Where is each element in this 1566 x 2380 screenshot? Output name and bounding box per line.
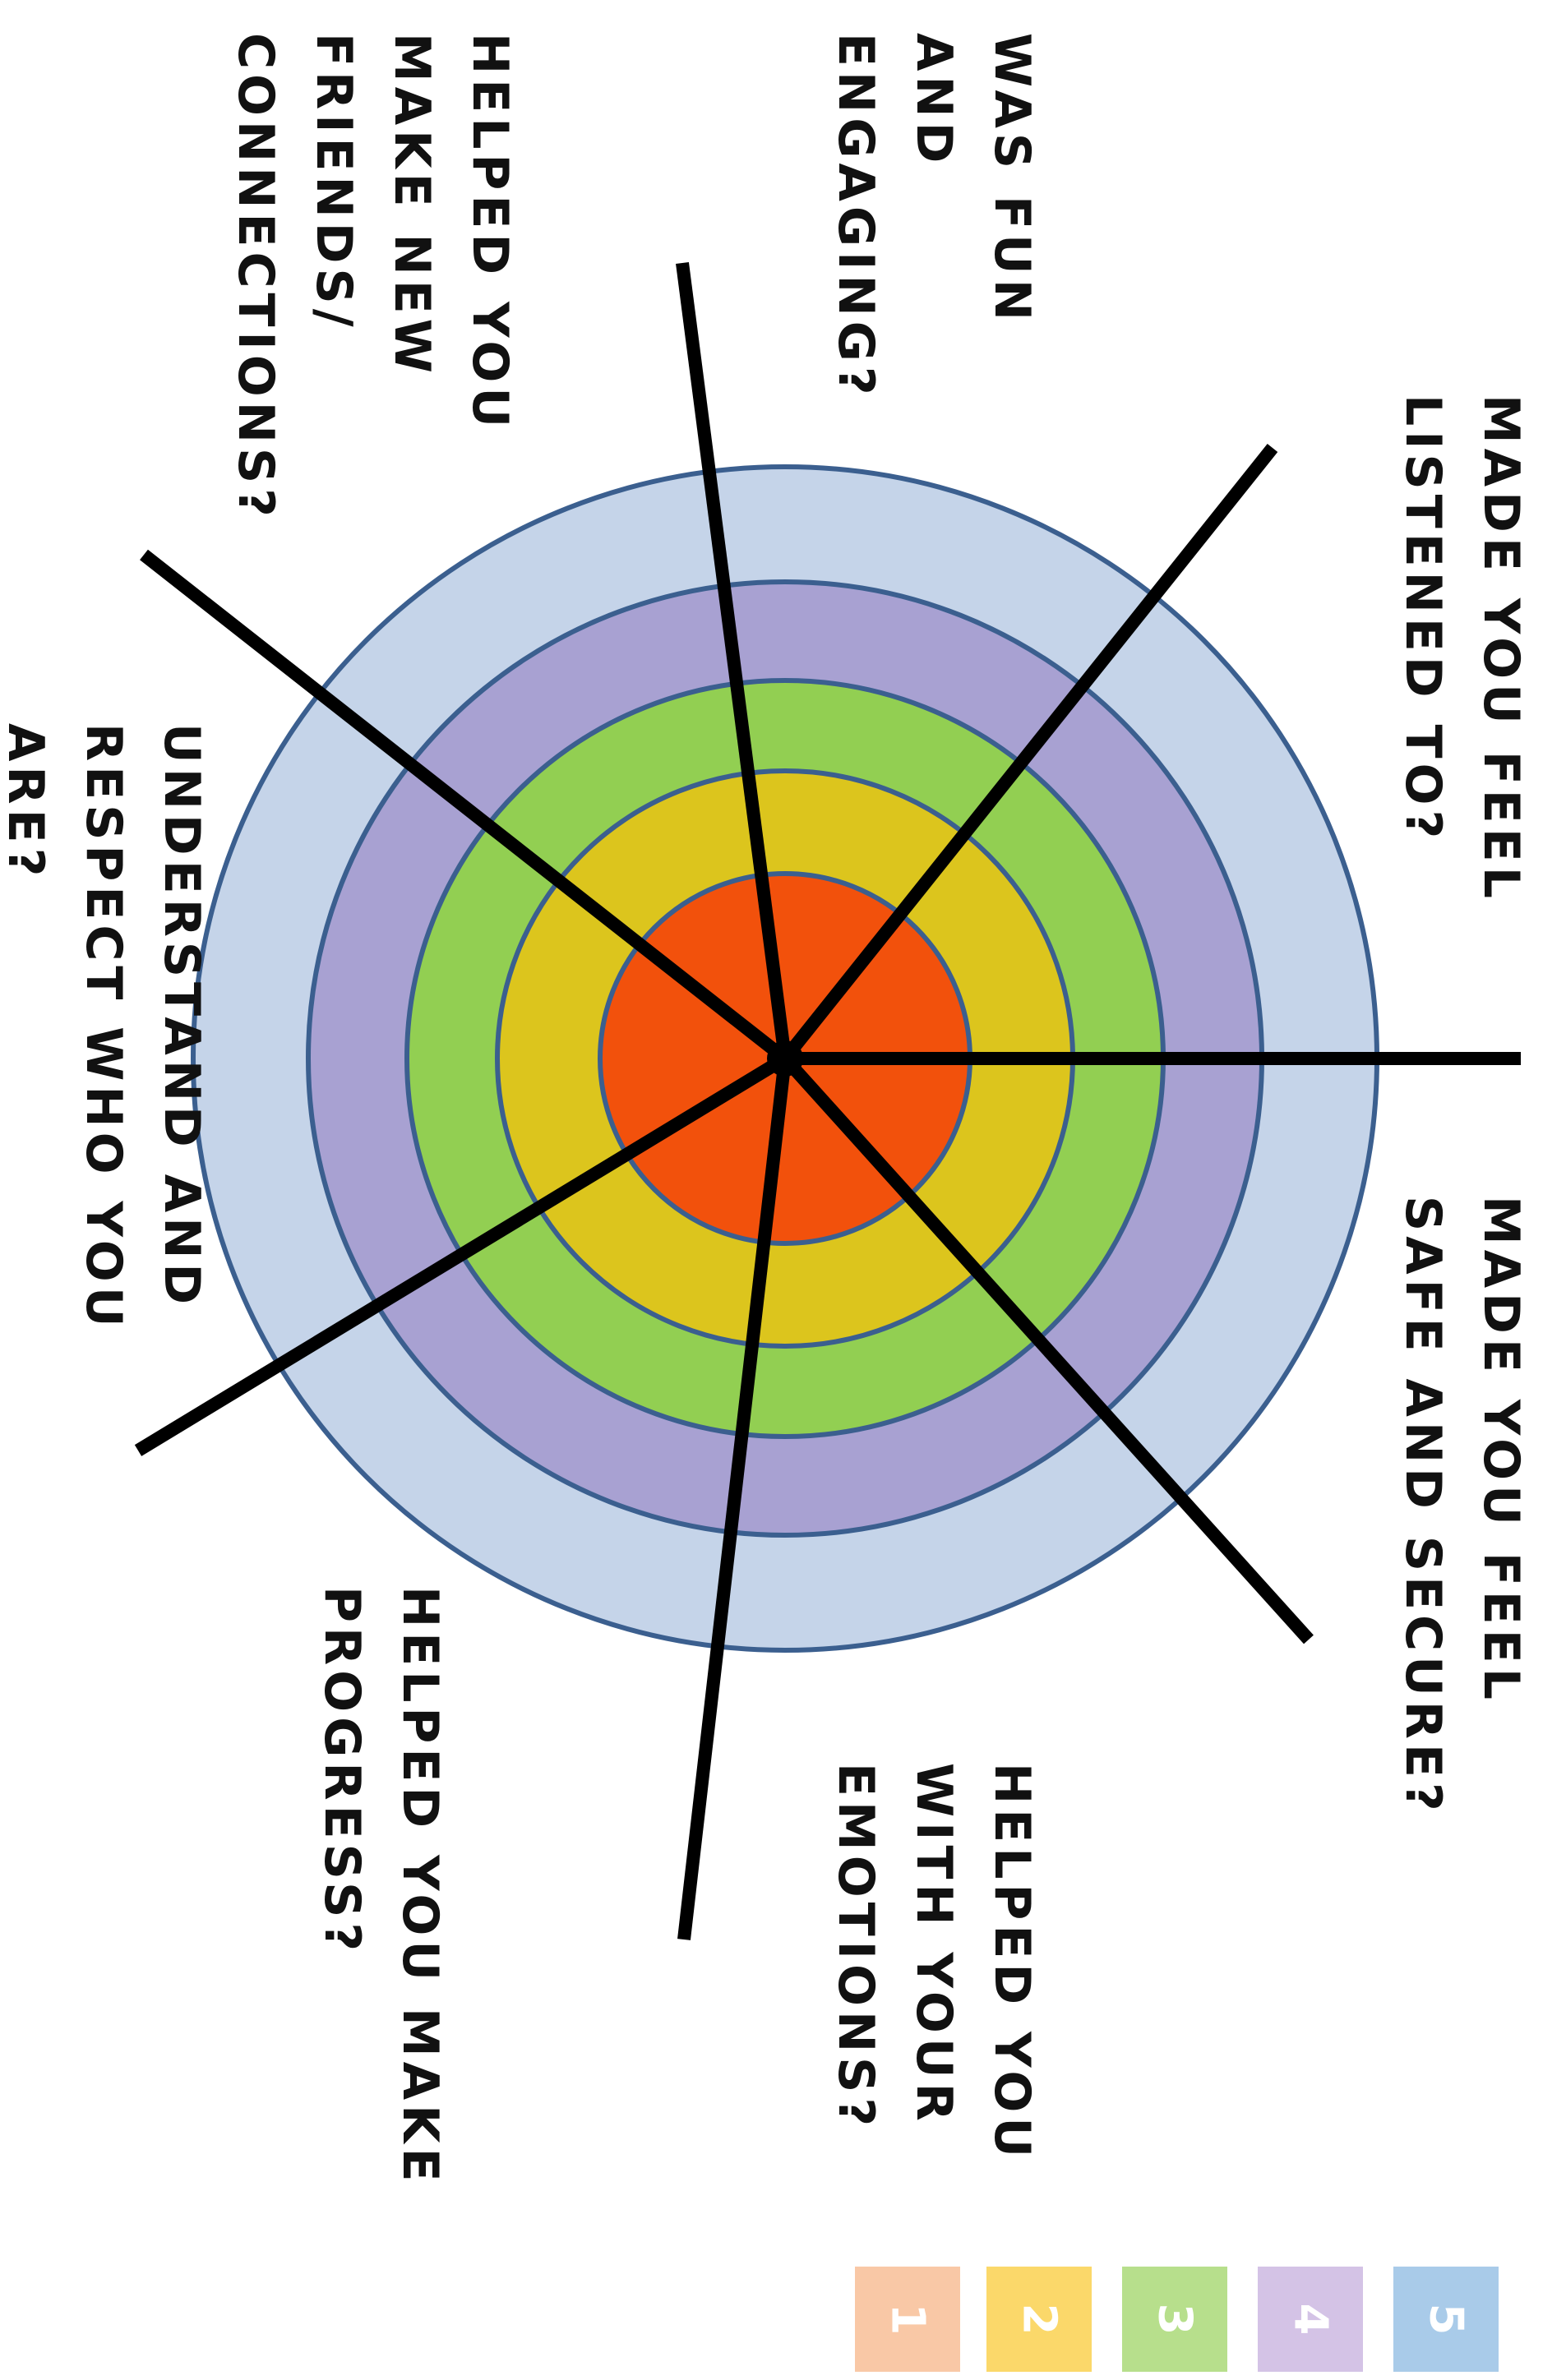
legend-swatch — [1122, 2267, 1227, 2372]
label-line: WAS FUN — [983, 33, 1041, 325]
label-made-you-feel-safe-and-secure: MADE YOU FEEL SAFE AND SECURE? — [1394, 1196, 1530, 1816]
legend-swatch — [1258, 2267, 1363, 2372]
label-line: UNDERSTAND AND — [153, 723, 210, 1309]
label-line: MAKE NEW — [383, 33, 441, 378]
label-was-fun-and-engaging: WAS FUN AND ENGAGING? — [827, 33, 1041, 400]
label-line: PROGRESS? — [313, 1586, 371, 1956]
legend-item-2: 2 — [986, 2267, 1092, 2372]
question-labels: MADE YOU FEEL LISTENED TO? MADE YOU FEEL SA… — [0, 33, 1530, 2187]
label-line: ARE? — [0, 723, 54, 881]
legend-number: 2 — [1013, 2304, 1066, 2336]
wheel-spoke-7 — [780, 1054, 1314, 1644]
label-made-you-feel-listened-to: MADE YOU FEEL LISTENED TO? — [1394, 394, 1530, 903]
label-line: HELPED YOU MAKE — [391, 1586, 449, 2187]
label-line: SAFE AND SECURE? — [1394, 1196, 1452, 1816]
label-helped-you-make-new-friends: HELPED YOU MAKE NEW FRIENDS/CONNECTIONS? — [227, 33, 519, 522]
legend-item-3: 3 — [1122, 2267, 1227, 2372]
label-line: HELPED YOU — [461, 33, 519, 432]
rating-legend: 1 2 3 4 5 — [855, 2267, 1499, 2372]
legend-number: 1 — [881, 2304, 935, 2336]
label-line: AND — [905, 33, 963, 168]
wheel-spoke-2 — [779, 444, 1278, 1063]
wheel-spoke-5 — [134, 1053, 789, 1456]
label-helped-you-make-progress: HELPED YOU MAKE PROGRESS? — [313, 1586, 449, 2187]
label-line: RESPECT WHO YOU — [75, 723, 132, 1332]
label-line: EMOTIONS? — [827, 1763, 885, 2131]
label-understand-and-respect-who-you-are: UNDERSTAND AND RESPECT WHO YOU ARE? — [0, 723, 210, 1332]
label-line: MADE YOU FEEL — [1472, 394, 1530, 903]
wheel-spokes — [134, 261, 1521, 1940]
label-line: ENGAGING? — [827, 33, 885, 400]
label-line: MADE YOU FEEL — [1472, 1196, 1530, 1704]
wheel-spoke-4 — [140, 549, 789, 1064]
label-line: FRIENDS/ — [305, 33, 363, 332]
legend-item-1: 1 — [855, 2267, 960, 2372]
legend-item-5: 5 — [1393, 2267, 1499, 2372]
legend-swatch — [986, 2267, 1092, 2372]
label-line: LISTENED TO? — [1394, 394, 1452, 843]
legend-item-4: 4 — [1258, 2267, 1363, 2372]
legend-swatch — [855, 2267, 960, 2372]
legend-number: 4 — [1284, 2304, 1337, 2336]
label-line: WITH YOUR — [905, 1763, 963, 2126]
wheel-hub — [767, 1040, 803, 1077]
label-line: CONNECTIONS? — [227, 33, 284, 522]
wheel-spoke-3 — [676, 261, 792, 1060]
legend-number: 5 — [1420, 2304, 1473, 2336]
legend-swatch — [1393, 2267, 1499, 2372]
legend-number: 3 — [1148, 2304, 1202, 2336]
label-helped-you-with-your-emotions: HELPED YOU WITH YOUR EMOTIONS? — [827, 1763, 1041, 2162]
wheel-spoke-6 — [677, 1058, 792, 1940]
label-line: HELPED YOU — [983, 1763, 1041, 2162]
